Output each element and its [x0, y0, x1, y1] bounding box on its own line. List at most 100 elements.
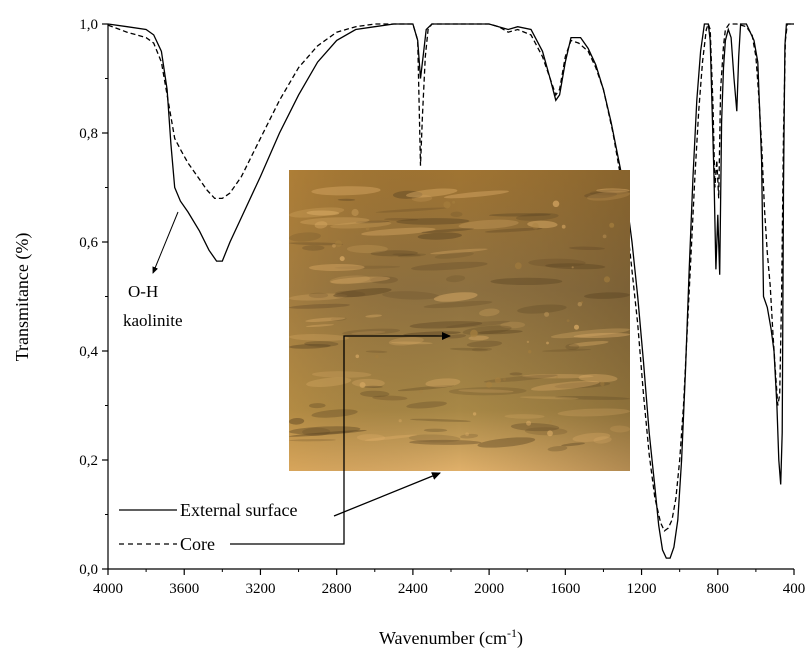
photo-texture-streak: [360, 390, 390, 398]
x-tick-label: 3600: [169, 581, 199, 597]
photo-texture-streak: [446, 275, 466, 283]
photo-texture-streak: [584, 191, 618, 199]
photo-texture-streak: [528, 258, 586, 268]
photo-texture-streak: [509, 372, 523, 376]
photo-texture-streak: [406, 188, 458, 198]
photo-texture-streak: [300, 217, 370, 226]
x-tick-label: 1200: [627, 581, 657, 597]
photo-texture-streak: [434, 252, 474, 259]
photo-texture-streak: [572, 432, 611, 443]
photo-texture-streak: [411, 261, 488, 271]
legend-label-external-surface: External surface: [180, 500, 297, 520]
photo-texture-streak: [515, 213, 559, 221]
photo-texture-grain: [603, 276, 611, 283]
photo-texture-streak: [430, 248, 488, 255]
external-surface-pointer-arrow: [333, 472, 441, 517]
photo-texture-grain: [566, 319, 570, 322]
photo-texture-streak: [306, 210, 340, 216]
x-tick-label: 2000: [474, 581, 504, 597]
photo-texture-streak: [334, 290, 366, 298]
photo-texture-streak: [423, 428, 448, 433]
x-tick-label: 800: [707, 581, 730, 597]
oh-arrow: [152, 211, 179, 274]
photo-texture-streak: [289, 207, 345, 218]
photo-texture-streak: [289, 334, 349, 341]
photo-texture-streak: [488, 213, 551, 217]
photo-texture-grain: [555, 376, 558, 379]
photo-texture-grain: [293, 313, 299, 318]
photo-texture-grain: [355, 354, 360, 359]
photo-texture-streak: [392, 190, 423, 199]
photo-texture-streak: [425, 378, 461, 388]
photo-texture-streak: [522, 374, 594, 379]
photo-texture-streak: [448, 387, 527, 396]
photo-texture-streak: [554, 395, 630, 400]
photo-texture-streak: [460, 433, 479, 439]
photo-texture-streak: [346, 244, 388, 254]
photo-texture-grain: [339, 256, 345, 262]
photo-texture-streak: [547, 445, 568, 452]
photo-texture-streak: [433, 292, 478, 302]
photo-texture-grain: [494, 377, 501, 384]
photo-texture-streak: [388, 337, 424, 346]
photo-texture-streak: [568, 341, 609, 347]
photo-texture-streak: [409, 418, 471, 422]
inset-photo: [288, 170, 630, 471]
photo-texture-streak: [483, 374, 558, 383]
legend: External surface Core: [119, 500, 297, 554]
photo-texture-streak: [304, 341, 339, 347]
photo-texture-grain: [574, 324, 579, 330]
photo-texture-streak: [449, 347, 488, 351]
y-tick-label: 0,8: [79, 126, 98, 142]
photo-texture-streak: [510, 423, 560, 432]
photo-texture-grain: [332, 243, 336, 248]
photo-texture-streak: [596, 188, 630, 193]
photo-texture-grain: [577, 302, 582, 307]
y-tick-label: 0,6: [79, 235, 98, 251]
photo-texture-grain: [452, 200, 456, 204]
photo-texture-grain: [375, 354, 379, 359]
photo-texture-streak: [471, 347, 492, 352]
photo-texture-streak: [561, 442, 586, 447]
photo-texture-streak: [593, 436, 612, 444]
x-tick-label: 1600: [550, 581, 580, 597]
photo-texture-grain: [544, 311, 550, 317]
legend-label-core: Core: [180, 534, 215, 554]
photo-texture-streak: [363, 385, 383, 388]
photo-texture-streak: [443, 190, 509, 199]
photo-texture-streak: [408, 434, 461, 443]
x-tick-label: 3200: [245, 581, 275, 597]
photo-texture-streak: [554, 381, 611, 389]
photo-texture-streak: [330, 316, 347, 321]
photo-texture-streak: [312, 371, 372, 378]
photo-texture-streak: [351, 331, 386, 335]
photo-texture-grain: [365, 226, 370, 231]
photo-texture-streak: [334, 265, 401, 269]
photo-texture-streak: [409, 321, 483, 329]
photo-texture-streak: [305, 324, 334, 328]
legend-pointers: [230, 332, 451, 545]
photo-texture-streak: [372, 395, 408, 401]
y-tick-label: 0,2: [79, 453, 98, 469]
photo-texture-streak: [542, 348, 592, 352]
photo-texture-streak: [289, 343, 331, 349]
photo-texture-streak: [330, 221, 392, 229]
x-tick-label: 400: [783, 581, 806, 597]
photo-texture-streak: [289, 439, 336, 442]
photo-texture-streak: [305, 317, 346, 322]
photo-texture-streak: [365, 350, 388, 353]
photo-texture-streak: [311, 186, 381, 196]
photo-texture-grain: [549, 420, 552, 423]
photo-texture-grain: [526, 340, 530, 344]
photo-texture-streak: [308, 292, 329, 299]
photo-texture-streak: [550, 328, 630, 339]
photo-texture-grain: [532, 222, 539, 230]
photo-texture-streak: [584, 292, 630, 299]
photo-texture-grain: [600, 381, 605, 387]
photo-texture-streak: [342, 328, 401, 336]
x-tick-label: 2400: [398, 581, 428, 597]
photo-texture-streak: [314, 221, 328, 229]
photo-texture-streak: [364, 434, 418, 441]
photo-texture-streak: [406, 401, 447, 409]
